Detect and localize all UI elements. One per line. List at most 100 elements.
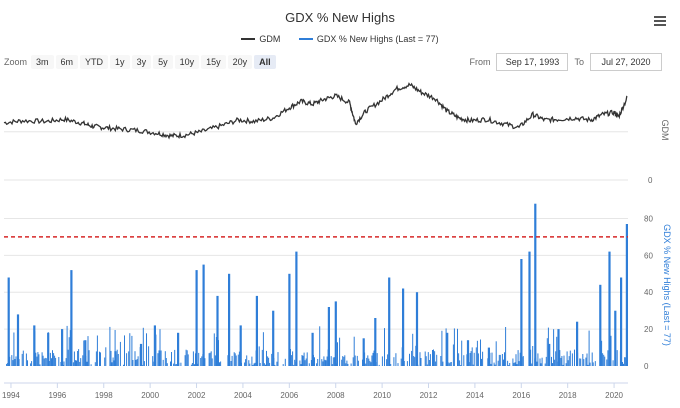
bar-noise: [332, 357, 334, 366]
series-line-gdm: [3, 82, 628, 140]
bar-noise: [58, 357, 60, 366]
bar-spike: [614, 310, 617, 366]
bar-noise: [516, 364, 518, 366]
bar-noise: [6, 363, 8, 366]
legend-item-gdm[interactable]: GDM: [241, 34, 280, 44]
bar-noise: [326, 356, 328, 366]
bar-noise: [561, 356, 563, 366]
bar-noise: [67, 349, 69, 366]
bar-noise: [341, 359, 343, 366]
bar-noise: [230, 361, 232, 366]
bar-noise: [459, 360, 461, 366]
bar-noise: [113, 360, 115, 366]
bar-noise: [304, 360, 306, 366]
bar-noise: [400, 358, 402, 366]
bar-noise: [114, 330, 116, 366]
bar-noise: [42, 355, 44, 366]
bar-noise: [539, 358, 541, 366]
bar-noise: [110, 350, 112, 366]
bar-noise: [251, 356, 253, 366]
bar-noise: [119, 341, 121, 366]
bar-noise: [237, 354, 239, 366]
bar-noise: [554, 359, 556, 366]
bar-spike: [608, 251, 611, 366]
zoom-button-3y[interactable]: 3y: [131, 55, 152, 69]
chart-title: GDX % New Highs: [285, 10, 395, 25]
bar-noise: [265, 364, 266, 366]
bar-noise: [345, 363, 347, 366]
bar-noise: [267, 356, 269, 366]
zoom-label: Zoom: [4, 57, 28, 67]
bar-noise: [78, 349, 80, 366]
bar-spike: [288, 273, 291, 366]
y-axis-label-gdm: GDM: [660, 120, 670, 141]
bar-noise: [30, 363, 32, 366]
bar-noise: [568, 356, 570, 366]
bar-spike: [255, 295, 258, 366]
to-date-input[interactable]: Jul 27, 2020: [590, 53, 662, 71]
zoom-button-10y[interactable]: 10y: [174, 55, 200, 69]
bar-noise: [545, 356, 547, 366]
bar-noise: [310, 360, 312, 366]
bar-noise: [201, 356, 203, 366]
y-tick-label-bottom: 20: [644, 325, 653, 334]
bar-spike: [599, 284, 602, 366]
bar-noise: [322, 361, 324, 366]
bar-noise: [559, 350, 561, 366]
bar-spike: [295, 251, 298, 366]
bar-noise: [505, 327, 507, 366]
zoom-button-6m[interactable]: 6m: [55, 55, 79, 69]
bar-noise: [586, 353, 588, 366]
bar-noise: [44, 357, 46, 366]
bar-noise: [319, 326, 321, 366]
bar-noise: [253, 363, 255, 366]
bar-noise: [90, 364, 92, 366]
bar-noise: [426, 364, 428, 366]
zoom-button-1y[interactable]: 1y: [110, 55, 130, 69]
bar-noise: [48, 361, 50, 366]
bar-spike: [534, 203, 537, 366]
bar-noise: [442, 361, 444, 366]
bar-spike: [311, 332, 314, 366]
bar-noise: [94, 362, 96, 366]
zoom-button-3m[interactable]: 3m: [31, 55, 54, 69]
zoom-button-5y[interactable]: 5y: [153, 55, 173, 69]
bar-noise: [317, 359, 319, 366]
bar-noise: [14, 359, 16, 366]
bar-noise: [124, 335, 125, 366]
legend-swatch-gdm: [241, 38, 256, 40]
bar-noise: [390, 364, 392, 366]
bar-noise: [337, 342, 338, 366]
bar-noise: [522, 356, 524, 366]
legend-item-new-highs[interactable]: GDX % New Highs (Last = 77): [298, 34, 439, 44]
bar-noise: [591, 352, 593, 366]
bar-noise: [190, 364, 192, 366]
zoom-button-20y[interactable]: 20y: [227, 55, 253, 69]
bar-noise: [571, 353, 573, 366]
bar-noise: [365, 363, 367, 366]
bar-noise: [128, 351, 130, 366]
bar-spike: [625, 224, 628, 366]
bar-noise: [126, 353, 128, 366]
bar-noise: [532, 346, 534, 366]
zoom-button-15y[interactable]: 15y: [201, 55, 226, 69]
bar-noise: [606, 359, 608, 366]
from-date-input[interactable]: Sep 17, 1993: [496, 53, 569, 71]
bar-spike: [528, 251, 531, 366]
menu-bar: [654, 16, 666, 18]
bar-noise: [583, 359, 585, 366]
bar-noise: [268, 357, 270, 366]
bar-noise: [344, 355, 346, 366]
bar-noise: [369, 360, 371, 366]
bar-noise: [200, 358, 202, 366]
bar-noise: [159, 329, 161, 366]
bar-spike: [374, 318, 377, 366]
bar-noise: [387, 354, 389, 366]
bar-noise: [469, 353, 471, 366]
zoom-button-all[interactable]: All: [254, 55, 276, 69]
bar-spike: [16, 314, 20, 366]
hamburger-menu-icon[interactable]: [654, 16, 666, 28]
zoom-button-ytd[interactable]: YTD: [80, 55, 109, 69]
bar-noise: [412, 333, 414, 366]
